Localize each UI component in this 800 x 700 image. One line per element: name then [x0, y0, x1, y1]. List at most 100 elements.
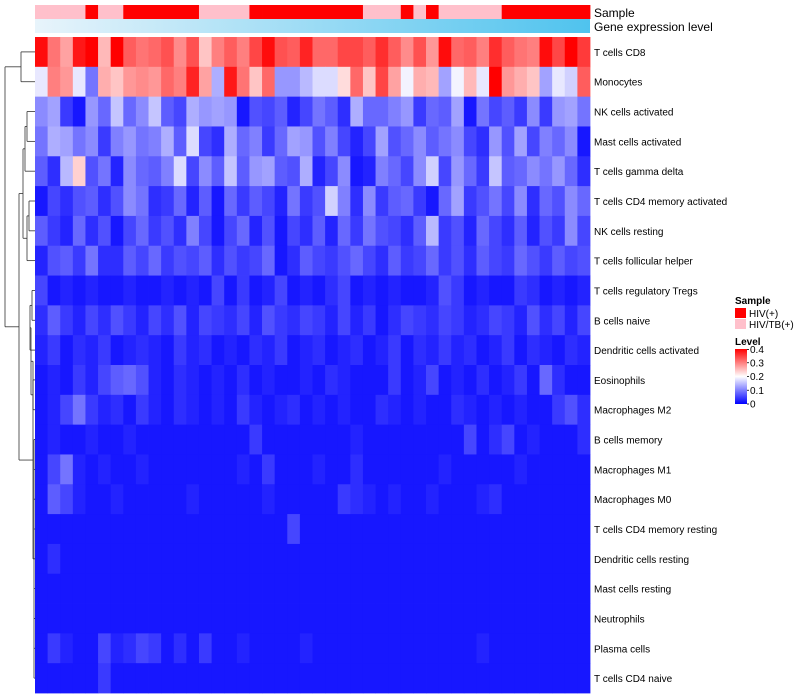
- heatmap-cell: [375, 573, 389, 604]
- heatmap-cell: [98, 215, 112, 247]
- heatmap-cell: [388, 365, 402, 396]
- heatmap-cell: [400, 633, 414, 664]
- heatmap-cell: [350, 305, 364, 336]
- heatmap-cell: [274, 66, 288, 98]
- heatmap-cell: [148, 573, 162, 604]
- heatmap-cell: [211, 633, 225, 664]
- heatmap-cell: [514, 484, 528, 515]
- heatmap-cell: [85, 633, 99, 664]
- heatmap-cell: [451, 215, 465, 247]
- heatmap-cell: [274, 633, 288, 664]
- heatmap-cell: [426, 424, 440, 455]
- heatmap-cell: [262, 156, 276, 187]
- heatmap-cell: [501, 335, 515, 366]
- heatmap-cell: [60, 335, 74, 366]
- heatmap-cell: [463, 186, 477, 217]
- heatmap-cell: [350, 335, 364, 366]
- heatmap-cell: [249, 603, 263, 634]
- heatmap-cell: [211, 275, 225, 306]
- heatmap-cell: [312, 126, 326, 157]
- heatmap-cell: [526, 454, 540, 485]
- heatmap-cell: [577, 156, 591, 187]
- heatmap-cell: [161, 543, 175, 575]
- heatmap-cell: [224, 215, 238, 247]
- heatmap-cell: [98, 484, 112, 515]
- heatmap-cell: [148, 543, 162, 575]
- heatmap-cell: [350, 156, 364, 187]
- row-label: T cells CD4 naive: [594, 674, 673, 685]
- heatmap-cell: [123, 514, 137, 545]
- heatmap-cell: [526, 365, 540, 396]
- heatmap-cell: [161, 186, 175, 217]
- heatmap-cell: [135, 394, 149, 426]
- heatmap-cell: [110, 305, 124, 336]
- heatmap-cell: [35, 424, 49, 455]
- heatmap-cell: [173, 573, 187, 604]
- heatmap-cell: [186, 454, 200, 485]
- heatmap-cell: [186, 37, 200, 68]
- heatmap-cell: [312, 424, 326, 455]
- heatmap-cell: [236, 365, 250, 396]
- heatmap-cell: [110, 126, 124, 157]
- heatmap-cell: [526, 424, 540, 455]
- sample-annotation-cell: [110, 5, 124, 19]
- row-label: Eosinophils: [594, 376, 645, 387]
- heatmap-cell: [350, 663, 364, 694]
- heatmap-cell: [72, 156, 86, 187]
- heatmap-cell: [198, 484, 212, 515]
- heatmap-cell: [299, 305, 313, 336]
- heatmap-cell: [463, 37, 477, 68]
- heatmap-cell: [400, 514, 414, 545]
- heatmap-cell: [148, 484, 162, 515]
- sample-annotation-cell: [350, 5, 364, 19]
- heatmap-cell: [123, 245, 137, 276]
- heatmap-cell: [148, 245, 162, 276]
- heatmap-cell: [135, 66, 149, 98]
- heatmap-cell: [552, 424, 566, 455]
- heatmap-cell: [451, 37, 465, 68]
- heatmap-cell: [262, 335, 276, 366]
- heatmap-cell: [526, 573, 540, 604]
- row-labels: T cells CD8 Monocytes NK cells activated Ma…: [594, 48, 727, 685]
- heatmap-cell: [123, 126, 137, 157]
- heatmap-cell: [577, 663, 591, 694]
- heatmap-cell: [526, 215, 540, 247]
- heatmap-cell: [400, 335, 414, 366]
- heatmap-cell: [337, 365, 351, 396]
- heatmap-cell: [262, 186, 276, 217]
- heatmap-cell: [489, 96, 503, 127]
- heatmap-cell: [47, 37, 61, 68]
- heatmap-cell: [337, 484, 351, 515]
- heatmap-cell: [249, 514, 263, 545]
- heatmap-cell: [312, 484, 326, 515]
- sample-annotation-cell: [135, 5, 149, 19]
- row-label: Dendritic cells resting: [594, 555, 689, 566]
- heatmap-cell: [476, 603, 490, 634]
- heatmap-cell: [501, 126, 515, 157]
- heatmap-cell: [501, 66, 515, 98]
- heatmap-cell: [236, 603, 250, 634]
- heatmap-cell: [526, 186, 540, 217]
- heatmap-cell: [60, 305, 74, 336]
- heatmap-cell: [299, 186, 313, 217]
- heatmap-cell: [110, 484, 124, 515]
- heatmap-cell: [564, 543, 578, 575]
- heatmap-cell: [299, 514, 313, 545]
- heatmap-cell: [438, 663, 452, 694]
- heatmap-cell: [400, 663, 414, 694]
- heatmap-cell: [85, 156, 99, 187]
- heatmap-cell: [526, 156, 540, 187]
- sample-annotation-cell: [211, 5, 225, 19]
- heatmap-cell: [325, 633, 339, 664]
- heatmap-cell: [438, 215, 452, 247]
- heatmap-cell: [463, 394, 477, 426]
- row-label: B cells naive: [594, 316, 651, 327]
- heatmap-cell: [388, 156, 402, 187]
- heatmap-cell: [236, 454, 250, 485]
- heatmap-cell: [72, 335, 86, 366]
- heatmap-cell: [211, 514, 225, 545]
- heatmap-cell: [400, 245, 414, 276]
- heatmap-cell: [375, 186, 389, 217]
- heatmap-cell: [249, 96, 263, 127]
- heatmap-cell: [337, 454, 351, 485]
